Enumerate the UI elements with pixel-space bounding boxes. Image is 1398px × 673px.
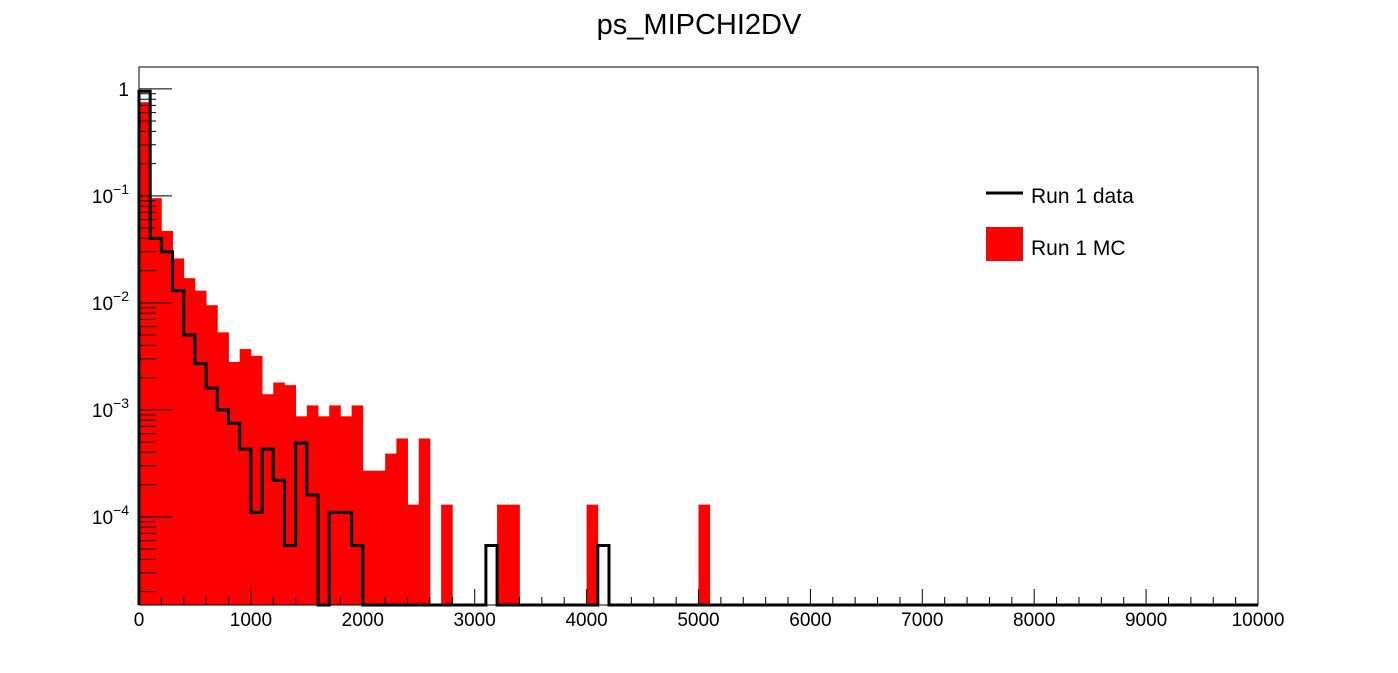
mc-bar bbox=[206, 305, 218, 605]
mc-bar bbox=[441, 504, 453, 605]
x-tick-label: 2000 bbox=[342, 610, 384, 631]
legend-fill-swatch bbox=[986, 227, 1023, 261]
mc-bar bbox=[329, 405, 341, 605]
x-tick-label: 6000 bbox=[789, 610, 831, 631]
x-tick-label: 10000 bbox=[1232, 610, 1285, 631]
mc-bar bbox=[586, 504, 599, 605]
mc-bar bbox=[217, 332, 229, 605]
mc-bar bbox=[284, 385, 297, 605]
mc-bar bbox=[698, 504, 711, 605]
mc-bar bbox=[396, 438, 408, 605]
mc-bar bbox=[306, 405, 319, 605]
mc-bar bbox=[340, 416, 353, 605]
mc-bar bbox=[385, 453, 397, 605]
mc-bar bbox=[172, 258, 185, 605]
mc-bar bbox=[418, 438, 431, 605]
mc-bar bbox=[407, 504, 420, 605]
x-tick-label: 8000 bbox=[1013, 610, 1055, 631]
mc-bar bbox=[139, 102, 151, 605]
mc-bar bbox=[150, 198, 162, 605]
series-run-1-mc bbox=[139, 102, 711, 606]
x-tick-label: 3000 bbox=[454, 610, 496, 631]
x-tick-label: 0 bbox=[134, 610, 145, 631]
mc-bar bbox=[318, 416, 330, 605]
legend-label-run-1-data: Run 1 data bbox=[1031, 185, 1134, 208]
y-tick-label: 10−3 bbox=[92, 395, 129, 422]
y-tick-label: 1 bbox=[118, 80, 129, 101]
y-axis: 1 10−1 10−2 10−3 10−4 bbox=[92, 80, 172, 593]
mc-bar bbox=[351, 405, 364, 605]
mc-bar bbox=[497, 504, 509, 605]
mc-bar bbox=[250, 355, 263, 605]
chart-title: ps_MIPCHI2DV bbox=[597, 9, 802, 41]
legend: Run 1 data Run 1 MC bbox=[986, 185, 1134, 261]
x-tick-label: 4000 bbox=[565, 610, 607, 631]
mc-bar bbox=[194, 290, 207, 605]
x-tick-label: 9000 bbox=[1125, 610, 1167, 631]
y-tick-label: 10−1 bbox=[92, 181, 129, 208]
mc-bar bbox=[373, 470, 386, 605]
legend-label-run-1-mc: Run 1 MC bbox=[1031, 237, 1126, 260]
x-tick-label: 7000 bbox=[901, 610, 943, 631]
legend-item-run-1-data: Run 1 data bbox=[986, 185, 1134, 208]
y-tick-label: 10−2 bbox=[92, 288, 129, 315]
x-tick-label: 1000 bbox=[230, 610, 272, 631]
plot-area bbox=[137, 66, 1259, 607]
mc-bar bbox=[262, 394, 274, 605]
mc-bar bbox=[183, 278, 196, 605]
y-tick-label: 10−4 bbox=[92, 502, 129, 529]
mc-bar bbox=[362, 470, 375, 605]
legend-item-run-1-mc: Run 1 MC bbox=[986, 227, 1126, 261]
x-axis: 0 1000 2000 3000 4000 5000 6000 7000 8000 9000 100… bbox=[134, 589, 1285, 631]
mc-bar bbox=[228, 361, 241, 605]
mc-bar bbox=[508, 504, 520, 605]
mc-bar bbox=[161, 230, 173, 606]
mc-bar bbox=[273, 382, 285, 605]
mc-bar bbox=[295, 416, 308, 605]
mc-bar bbox=[239, 349, 252, 605]
x-tick-label: 5000 bbox=[677, 610, 719, 631]
series-run-1-data bbox=[137, 89, 1258, 607]
data-line bbox=[137, 89, 1258, 607]
